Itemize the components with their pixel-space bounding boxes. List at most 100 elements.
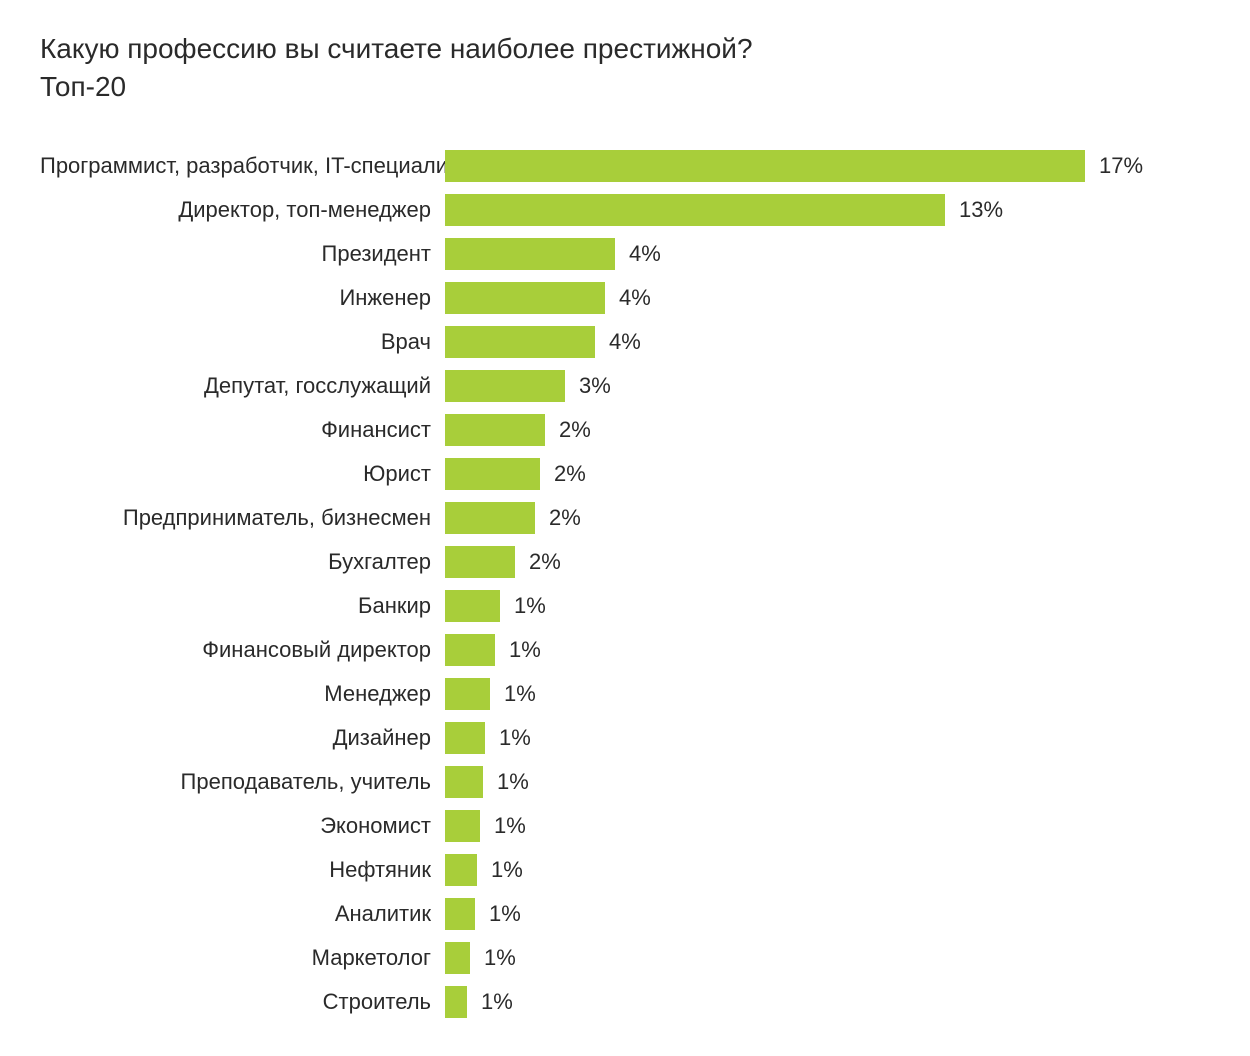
bar-fill [445,326,595,358]
bar-row: Маркетолог 1% [40,938,1210,978]
bar-track: 1% [445,630,1210,670]
bar-label: Предприниматель, бизнесмен [40,505,445,531]
bar-fill [445,810,480,842]
bar-value: 2% [529,549,561,575]
bar-row: Нефтяник 1% [40,850,1210,890]
bar-track: 1% [445,674,1210,714]
bar-value: 4% [629,241,661,267]
bar-value: 1% [499,725,531,751]
bar-value: 1% [494,813,526,839]
bar-value: 1% [489,901,521,927]
bar-row: Бухгалтер 2% [40,542,1210,582]
bar-track: 2% [445,542,1210,582]
bar-label: Программист, разработчик, IT-специалист [40,153,445,179]
bar-value: 4% [619,285,651,311]
bar-label: Инженер [40,285,445,311]
bar-label: Экономист [40,813,445,839]
chart-title-line1: Какую профессию вы считаете наиболее пре… [40,33,753,64]
bar-value: 1% [481,989,513,1015]
bar-fill [445,590,500,622]
bar-value: 1% [514,593,546,619]
bar-track: 1% [445,850,1210,890]
chart-title-line2: Топ-20 [40,71,126,102]
bar-row: Банкир 1% [40,586,1210,626]
bar-track: 4% [445,278,1210,318]
bar-fill [445,238,615,270]
bar-value: 1% [491,857,523,883]
chart-container: Программист, разработчик, IT-специалист 1… [40,146,1210,1022]
bar-track: 1% [445,982,1210,1022]
bar-row: Депутат, госслужащий 3% [40,366,1210,406]
bar-value: 13% [959,197,1003,223]
bar-label: Директор, топ-менеджер [40,197,445,223]
bar-track: 2% [445,410,1210,450]
bar-label: Преподаватель, учитель [40,769,445,795]
bar-label: Президент [40,241,445,267]
bar-label: Дизайнер [40,725,445,751]
bar-value: 1% [509,637,541,663]
bar-track: 1% [445,718,1210,758]
bar-label: Бухгалтер [40,549,445,575]
bar-label: Маркетолог [40,945,445,971]
bar-track: 1% [445,762,1210,802]
bar-track: 4% [445,234,1210,274]
bar-row: Директор, топ-менеджер 13% [40,190,1210,230]
bar-fill [445,150,1085,182]
bar-fill [445,722,485,754]
bar-label: Нефтяник [40,857,445,883]
bar-label: Строитель [40,989,445,1015]
bar-track: 4% [445,322,1210,362]
bar-fill [445,458,540,490]
bar-fill [445,502,535,534]
bar-row: Дизайнер 1% [40,718,1210,758]
bar-track: 2% [445,454,1210,494]
bar-value: 1% [484,945,516,971]
bar-label: Депутат, госслужащий [40,373,445,399]
chart-title: Какую профессию вы считаете наиболее пре… [40,30,1210,106]
bar-row: Программист, разработчик, IT-специалист 1… [40,146,1210,186]
bar-value: 17% [1099,153,1143,179]
bar-row: Аналитик 1% [40,894,1210,934]
bar-fill [445,678,490,710]
bar-value: 1% [504,681,536,707]
bar-label: Аналитик [40,901,445,927]
bar-row: Экономист 1% [40,806,1210,846]
bar-value: 1% [497,769,529,795]
bar-track: 17% [445,146,1210,186]
bar-value: 2% [549,505,581,531]
bar-fill [445,546,515,578]
bar-row: Преподаватель, учитель 1% [40,762,1210,802]
bar-label: Врач [40,329,445,355]
bar-track: 2% [445,498,1210,538]
bar-track: 1% [445,586,1210,626]
bar-track: 1% [445,894,1210,934]
bar-fill [445,282,605,314]
bar-track: 1% [445,938,1210,978]
bar-value: 3% [579,373,611,399]
bar-fill [445,898,475,930]
bar-fill [445,766,483,798]
bar-row: Врач 4% [40,322,1210,362]
bar-value: 2% [554,461,586,487]
bar-value: 4% [609,329,641,355]
bar-row: Президент 4% [40,234,1210,274]
bar-row: Финансист 2% [40,410,1210,450]
bar-track: 1% [445,806,1210,846]
bar-label: Финансовый директор [40,637,445,663]
bar-row: Менеджер 1% [40,674,1210,714]
bar-row: Финансовый директор 1% [40,630,1210,670]
bar-fill [445,194,945,226]
bar-value: 2% [559,417,591,443]
bar-track: 13% [445,190,1210,230]
bar-label: Финансист [40,417,445,443]
bar-label: Юрист [40,461,445,487]
bar-label: Менеджер [40,681,445,707]
bar-label: Банкир [40,593,445,619]
bar-row: Юрист 2% [40,454,1210,494]
bar-fill [445,414,545,446]
bar-row: Строитель 1% [40,982,1210,1022]
bar-row: Инженер 4% [40,278,1210,318]
bar-track: 3% [445,366,1210,406]
bar-fill [445,370,565,402]
bar-fill [445,942,470,974]
